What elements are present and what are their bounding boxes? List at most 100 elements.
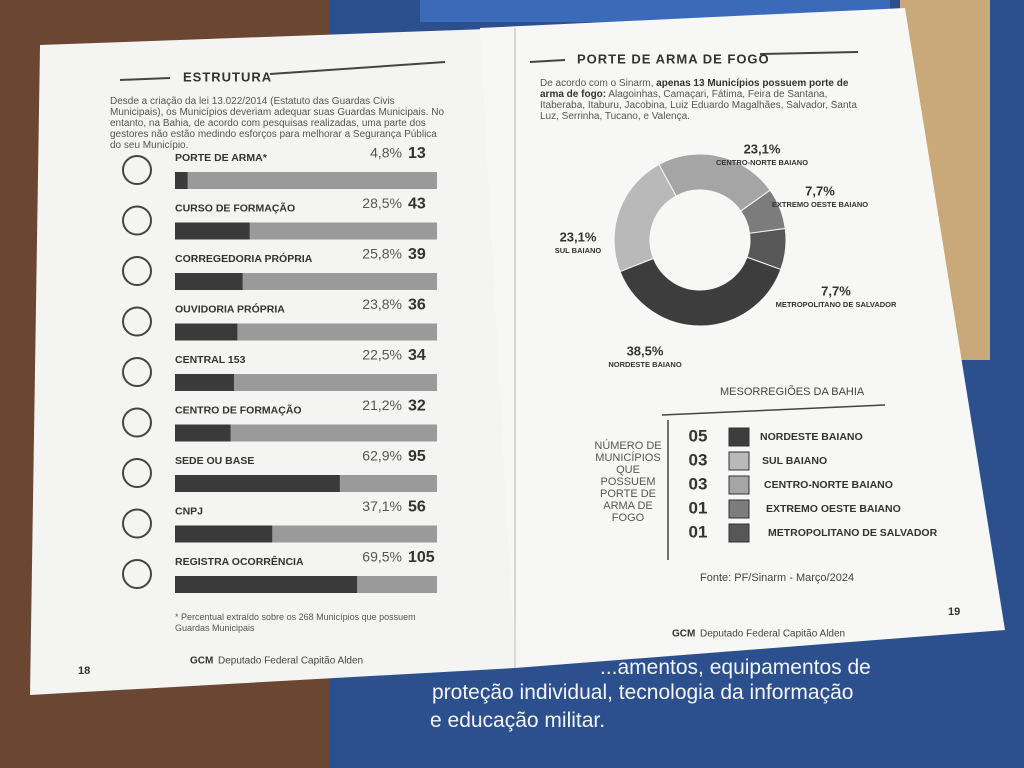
left-intro: Desde a criação da lei 13.022/2014 (Esta… [110,96,445,151]
intro-start: De acordo com o Sinarm, [540,78,657,89]
legend-count: 01 [689,498,708,517]
value-label: 21,2% [362,397,402,413]
category-label: REGISTRA OCORRÊNCIA [175,555,304,568]
icon [122,458,152,488]
value-label: 62,9% [362,448,402,464]
bg-text: proteção individual, tecnologia da infor… [432,681,854,704]
bar [175,475,340,492]
legend-side: NÚMERO DE MUNICÍPIOS QUE POSSUEM PORTE D… [594,440,662,524]
icon [122,559,152,589]
icon [122,256,152,286]
rule [119,77,171,81]
footer-text: Deputado Federal Capitão Alden [218,656,363,667]
count-label: 39 [408,246,426,263]
legend-label: CENTRO-NORTE BAIANO [764,479,893,491]
icon [122,155,152,185]
count-label: 105 [408,549,435,566]
value-label: 28,5% [362,195,402,211]
icon [122,508,152,539]
legend-count: 03 [689,450,708,469]
category-label: PORTE DE ARMA* [175,152,268,164]
right-sheet [480,8,1005,668]
count-label: 36 [408,297,426,314]
legend-count: 03 [689,474,708,493]
donut-value-label: 7,7% [805,183,835,198]
bar-track [175,424,437,442]
category-label: CNPJ [175,505,203,517]
legend-count: 05 [689,426,708,445]
icon [122,357,152,387]
rule [759,51,859,55]
legend-swatch [728,475,750,495]
category-label: CENTRO DE FORMAÇÃO [175,403,302,416]
legend-title: MESORREGIÕES DA BAHIA [720,385,865,398]
source: Fonte: PF/Sinarm - Março/2024 [700,572,854,584]
page-number: 18 [78,665,90,677]
value-label: 25,8% [362,246,402,262]
icon [122,306,152,337]
legend-swatch [728,499,750,519]
value-label: 37,1% [362,498,402,514]
footnote: * Percentual extraído sobre os 268 Munic… [175,612,416,633]
value-label: 23,8% [362,296,402,312]
rule [661,404,886,416]
right-title: PORTE DE ARMA DE FOGO [577,51,770,66]
donut-value-label: 23,1% [560,229,597,244]
footer-brand: GCM [190,656,213,667]
legend-swatch [728,451,750,471]
icon [122,205,152,236]
bar-track [175,172,437,189]
legend-count: 01 [689,522,708,541]
category-label: CURSO DE FORMAÇÃO [175,201,295,214]
legend-swatch [728,427,750,447]
value-label: 4,8% [370,145,402,161]
bar [175,576,358,593]
bar [175,424,231,442]
rule [269,61,446,75]
value-label: 22,5% [362,347,402,363]
donut-value-label: 23,1% [744,141,781,156]
bar-track [175,323,437,341]
donut-category-label: SUL BAIANO [555,246,602,255]
donut-category-label: NORDESTE BAIANO [608,360,682,369]
category-label: CENTRAL 153 [175,354,246,366]
legend-label: EXTREMO OESTE BAIANO [766,503,901,515]
count-label: 43 [408,196,426,213]
page-number: 19 [948,606,960,618]
count-label: 34 [408,347,426,364]
legend-label: NORDESTE BAIANO [760,431,863,443]
icon [122,407,152,438]
intro-end: Alagoinhas, Camaçari, Fátima, Feira de S… [540,89,857,122]
bg-text: e educação militar. [430,709,606,732]
bg-text: ...amentos, equipamentos de [600,656,871,679]
count-label: 13 [408,145,426,162]
intro-bold: apenas 13 Municípios possuem porte de ar… [540,78,849,100]
donut-category-label: CENTRO-NORTE BAIANO [716,158,808,167]
bar [175,525,273,543]
bar-track [175,374,437,391]
bar [175,222,250,240]
donut-category-label: METROPOLITANO DE SALVADOR [776,300,897,309]
category-label: OUVIDORIA PRÓPRIA [175,302,285,315]
bar [175,273,243,290]
count-label: 56 [408,499,426,516]
category-label: SEDE OU BASE [175,455,254,467]
bar [175,374,234,391]
value-label: 69,5% [362,549,402,565]
bar [175,172,188,189]
legend-label: SUL BAIANO [762,455,827,467]
count-label: 32 [408,398,426,415]
left-title: ESTRUTURA [183,69,272,84]
donut-segment [746,227,787,271]
donut-category-label: EXTREMO OESTE BAIANO [772,200,868,209]
count-label: 95 [408,448,426,465]
donut-segment [619,256,782,327]
legend-label: METROPOLITANO DE SALVADOR [768,527,938,539]
donut-value-label: 38,5% [627,343,664,358]
legend-swatch [728,523,750,543]
footer-text: Deputado Federal Capitão Alden [700,629,845,640]
footer-brand: GCM [672,629,695,640]
bar [175,323,238,341]
